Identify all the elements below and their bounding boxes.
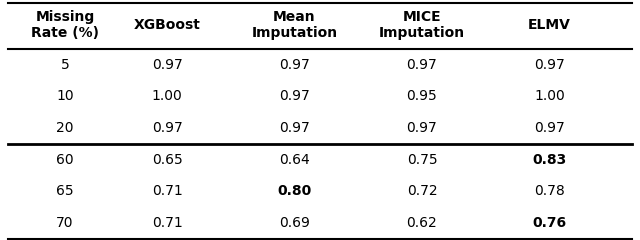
Text: 10: 10 (56, 89, 74, 103)
Text: 0.97: 0.97 (406, 121, 437, 135)
Text: 0.97: 0.97 (152, 121, 182, 135)
Text: 5: 5 (61, 58, 70, 72)
Text: 0.97: 0.97 (279, 89, 310, 103)
Text: 0.71: 0.71 (152, 184, 182, 198)
Text: 20: 20 (56, 121, 74, 135)
Text: 0.65: 0.65 (152, 153, 182, 167)
Text: XGBoost: XGBoost (134, 18, 200, 32)
Text: 0.97: 0.97 (152, 58, 182, 72)
Text: 65: 65 (56, 184, 74, 198)
Text: 0.71: 0.71 (152, 216, 182, 230)
Text: 0.62: 0.62 (406, 216, 437, 230)
Text: ELMV: ELMV (528, 18, 571, 32)
Text: 0.97: 0.97 (406, 58, 437, 72)
Text: 1.00: 1.00 (534, 89, 564, 103)
Text: 0.95: 0.95 (406, 89, 437, 103)
Text: 0.64: 0.64 (279, 153, 310, 167)
Text: 0.75: 0.75 (406, 153, 437, 167)
Text: MICE
Imputation: MICE Imputation (379, 10, 465, 40)
Text: 0.97: 0.97 (279, 121, 310, 135)
Text: 70: 70 (56, 216, 74, 230)
Text: 0.69: 0.69 (279, 216, 310, 230)
Text: 0.83: 0.83 (532, 153, 566, 167)
Text: 0.72: 0.72 (406, 184, 437, 198)
Text: 0.97: 0.97 (534, 58, 564, 72)
Text: 0.97: 0.97 (534, 121, 564, 135)
Text: 60: 60 (56, 153, 74, 167)
Text: 1.00: 1.00 (152, 89, 182, 103)
Text: Mean
Imputation: Mean Imputation (252, 10, 337, 40)
Text: 0.78: 0.78 (534, 184, 564, 198)
Text: 0.76: 0.76 (532, 216, 566, 230)
Text: Missing
Rate (%): Missing Rate (%) (31, 10, 99, 40)
Text: 0.97: 0.97 (279, 58, 310, 72)
Text: 0.80: 0.80 (277, 184, 312, 198)
